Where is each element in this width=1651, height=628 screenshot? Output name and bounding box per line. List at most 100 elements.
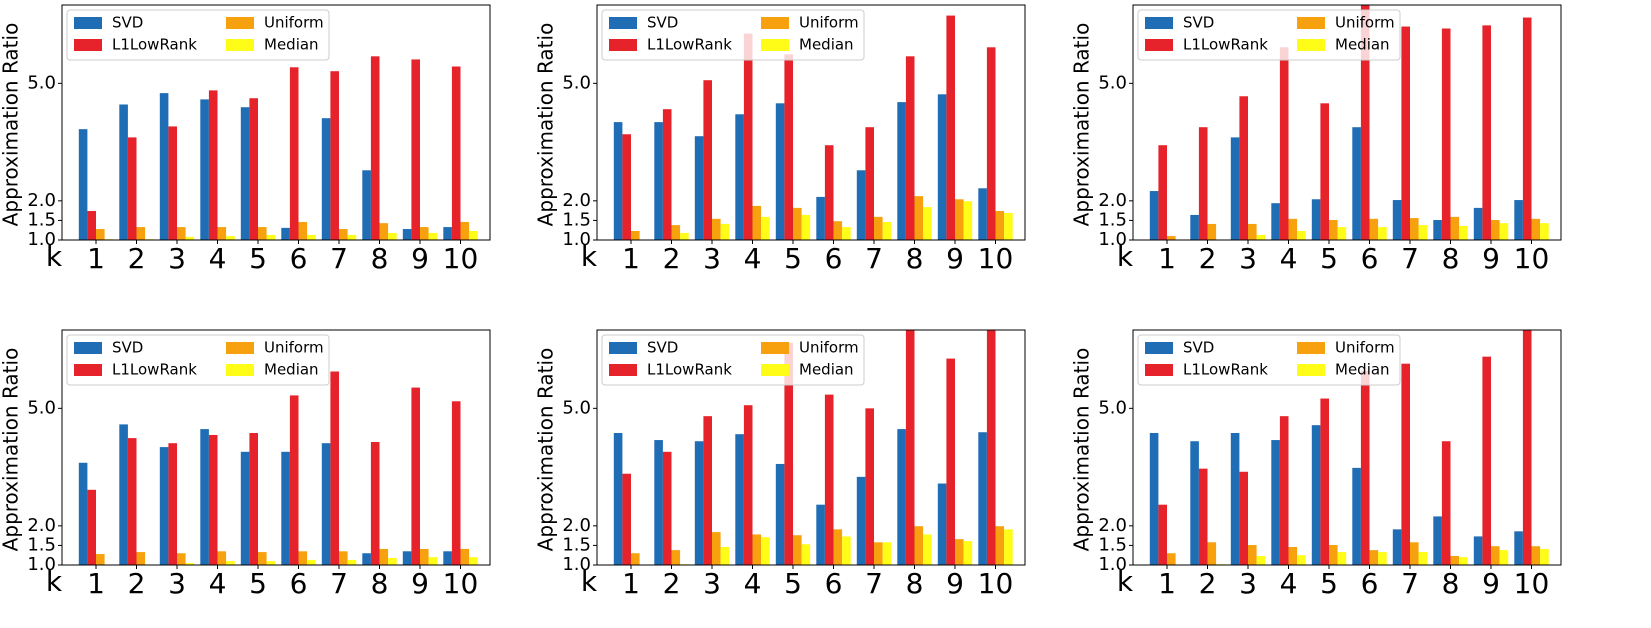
bar [1433,220,1442,240]
y-axis-label: Approximation Ratio [534,23,558,227]
bar [298,221,308,240]
plot-frame [596,4,1026,241]
bar [1418,552,1428,565]
x-tick-label: 5 [249,242,267,275]
bar [1401,363,1410,565]
x-tick-label: 4 [209,242,227,275]
bar [469,557,478,565]
bar [874,542,883,565]
y-tick-label: 1.5 [27,534,56,555]
bar [78,462,88,565]
bar [1352,127,1361,240]
bar [1239,96,1248,240]
bars [1149,330,1549,565]
x-tick-label: 3 [168,242,186,275]
bar [882,221,892,240]
bar [923,207,932,240]
x-tick-label: 2 [663,242,681,275]
x-tick-label: 5 [249,567,267,600]
bar [1522,330,1532,565]
bar [258,552,267,565]
bar [986,47,996,240]
bar [1514,200,1523,240]
bar [1004,529,1013,565]
bar [694,136,704,240]
x-axis-label: k [1117,240,1134,273]
bar [955,199,964,240]
x-tick-label: 9 [411,567,429,600]
bar [240,107,250,240]
legend-swatch [74,39,102,51]
bar [833,529,843,565]
bar [420,548,429,565]
plot-frame [596,329,1026,566]
bar [119,104,128,240]
y-tick-label: 1.5 [562,209,591,230]
x-tick-label: 8 [906,567,924,600]
legend-swatch [609,39,637,51]
y-tick-label: 1.0 [27,229,56,250]
bar [127,438,137,565]
bar [1491,220,1500,240]
x-tick-label: 5 [784,567,802,600]
bar [388,557,397,565]
x-tick-label: 10 [443,567,479,600]
bar [842,227,851,240]
bar [694,441,704,565]
bar [1360,370,1370,565]
legend-box [1137,9,1401,61]
bar [1337,227,1347,240]
x-tick-label: 1 [622,567,640,600]
legend-label: Uniform [264,339,324,357]
legend-swatch [609,364,637,376]
bar [321,118,331,240]
bar [1149,191,1159,240]
subplot: 1 2 3 4 5 6 7 8 9 10 1.01.52.0 5.0 k Approximation Ra… [534,4,1026,275]
x-tick-label: 8 [1442,242,1460,275]
legend-label: Uniform [1335,339,1395,357]
bar [775,463,785,565]
bar [1297,555,1306,565]
x-tick-label: 3 [168,567,186,600]
legend-swatch [1297,364,1325,376]
legend-label: L1LowRank [647,36,732,54]
bar [402,551,412,565]
y-tick-label: 5.0 [27,397,56,418]
bar [1320,103,1329,240]
bar [451,401,461,565]
legend-swatch [1297,17,1325,29]
bars [78,56,478,240]
bar [281,227,290,240]
bar [654,440,663,565]
bar [1230,433,1240,565]
legend-label: L1LowRank [647,361,732,379]
bar [874,216,883,240]
bar [1279,416,1289,565]
bar [339,551,348,565]
bar [321,443,331,565]
legend: SVD L1LowRank Uniform Median [1137,9,1401,61]
subplot: 1 2 3 4 5 6 7 8 9 10 1.01.52.0 5.0 k Approximation Ra… [1070,4,1562,275]
y-tick-label: 2.0 [27,190,56,211]
bar [793,207,802,240]
x-tick-label: 10 [1514,242,1550,275]
bar [963,541,973,565]
plot-frame [1132,4,1562,241]
bar [793,535,802,565]
x-tick-label: 8 [371,567,389,600]
bar [1499,550,1509,565]
bar [428,557,438,565]
legend-swatch [761,364,789,376]
bar [411,387,420,565]
y-tick-label: 1.5 [1098,534,1127,555]
bar [671,225,681,240]
bar [1279,47,1289,240]
bar [622,134,631,240]
bar [671,550,681,565]
bar [258,227,267,240]
bar [735,434,744,565]
bar [1473,207,1483,240]
x-axis-label: k [46,565,63,598]
bar [281,451,290,565]
legend-box [1137,334,1401,386]
